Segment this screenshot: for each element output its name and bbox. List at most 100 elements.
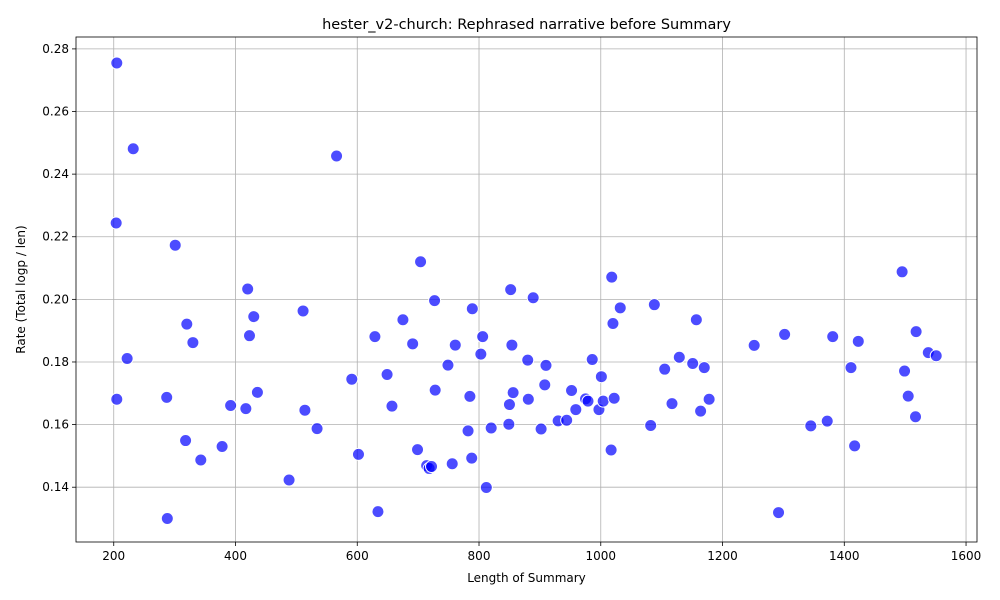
data-point: [179, 434, 193, 448]
data-point: [110, 56, 124, 70]
y-tick-label: 0.18: [42, 355, 69, 369]
axis-ticks: 200 400 600 800 1000 1200 1400 1600 0.14 0.16 0.18…: [42, 42, 981, 563]
data-point: [804, 419, 818, 433]
data-point: [613, 301, 627, 315]
data-point: [282, 473, 296, 487]
data-point: [110, 392, 124, 406]
data-point: [371, 505, 385, 519]
data-point: [644, 419, 658, 433]
data-point: [215, 440, 229, 454]
data-point: [345, 372, 359, 386]
data-point: [694, 404, 708, 418]
data-point: [895, 265, 909, 279]
data-point: [689, 313, 703, 327]
data-point: [702, 392, 716, 406]
data-point: [844, 361, 858, 375]
data-point: [351, 447, 365, 461]
y-tick-label: 0.24: [42, 167, 69, 181]
data-point: [686, 357, 700, 371]
data-point: [565, 383, 579, 397]
y-tick-label: 0.20: [42, 292, 69, 306]
y-tick-label: 0.16: [42, 418, 69, 432]
data-point: [929, 349, 943, 363]
data-point: [585, 352, 599, 366]
data-point: [396, 313, 410, 327]
data-point: [697, 361, 711, 375]
data-point: [504, 283, 518, 297]
data-point: [521, 353, 535, 367]
data-point: [778, 327, 792, 341]
data-point: [224, 398, 238, 412]
data-point: [380, 368, 394, 382]
x-tick-label: 1600: [951, 549, 982, 563]
data-point: [502, 398, 516, 412]
data-point: [596, 394, 610, 408]
data-point: [747, 338, 761, 352]
data-point: [474, 347, 488, 361]
data-point: [909, 410, 923, 424]
data-point: [425, 460, 439, 474]
x-axis-label: Length of Summary: [467, 571, 586, 585]
data-point: [310, 422, 324, 436]
data-point: [406, 337, 420, 351]
data-point: [463, 389, 477, 403]
chart-title: hester_v2-church: Rephrased narrative be…: [322, 17, 731, 33]
data-point: [848, 439, 862, 453]
data-point: [484, 421, 498, 435]
data-point: [296, 304, 310, 318]
data-point: [606, 316, 620, 330]
data-point: [239, 402, 253, 416]
y-tick-label: 0.14: [42, 480, 69, 494]
data-point: [901, 389, 915, 403]
data-point: [109, 216, 123, 230]
data-point: [465, 302, 479, 316]
data-point: [186, 336, 200, 350]
x-tick-label: 400: [224, 549, 247, 563]
data-point: [672, 350, 686, 364]
data-point: [120, 352, 134, 366]
y-tick-label: 0.26: [42, 105, 69, 119]
data-point: [505, 338, 519, 352]
data-point: [247, 310, 261, 324]
y-axis-label: Rate (Total logp / len): [14, 225, 28, 353]
data-point: [160, 512, 174, 526]
data-point: [909, 325, 923, 339]
data-point: [250, 385, 264, 399]
data-point: [506, 386, 520, 400]
data-point: [479, 481, 493, 495]
data-point: [647, 298, 661, 312]
data-point: [298, 403, 312, 417]
data-point: [428, 383, 442, 397]
data-point: [534, 422, 548, 436]
data-point: [526, 291, 540, 305]
data-point: [428, 294, 442, 308]
data-point: [168, 238, 182, 252]
data-point: [448, 338, 462, 352]
data-point: [194, 453, 208, 467]
data-point: [368, 330, 382, 344]
data-point: [851, 334, 865, 348]
data-point: [445, 457, 459, 471]
data-point: [898, 364, 912, 378]
data-point: [569, 403, 583, 417]
x-tick-label: 1200: [707, 549, 738, 563]
data-point: [180, 317, 194, 331]
x-tick-label: 1000: [585, 549, 616, 563]
data-point: [476, 330, 490, 344]
data-point: [581, 394, 595, 408]
data-point: [604, 443, 618, 457]
data-point: [461, 424, 475, 438]
x-tick-label: 800: [468, 549, 491, 563]
data-point: [521, 392, 535, 406]
data-point: [330, 149, 344, 163]
data-point: [411, 443, 425, 457]
x-tick-label: 600: [346, 549, 369, 563]
data-point: [160, 390, 174, 404]
y-tick-label: 0.28: [42, 42, 69, 56]
data-point: [772, 506, 786, 520]
y-tick-label: 0.22: [42, 230, 69, 244]
data-point: [465, 451, 479, 465]
data-point: [820, 414, 834, 428]
